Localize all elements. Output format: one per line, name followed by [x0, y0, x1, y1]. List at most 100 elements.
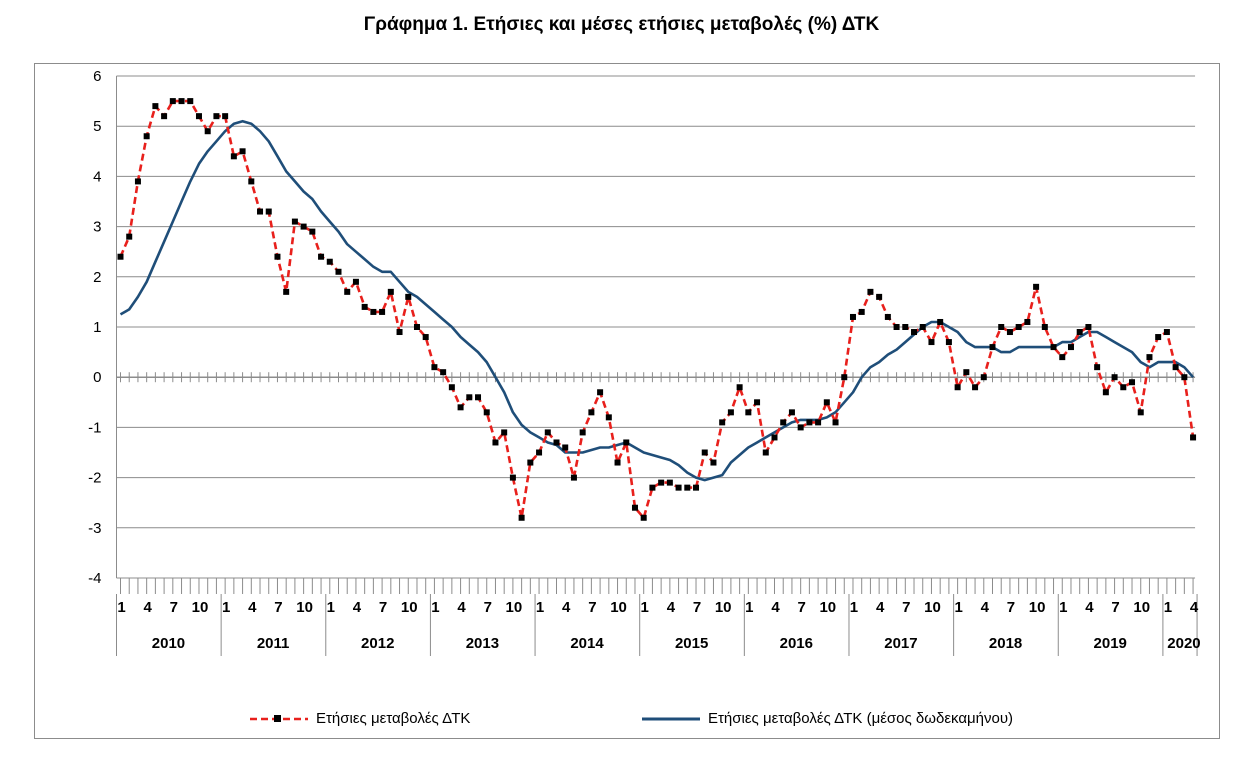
data-point-annual: [893, 324, 900, 330]
data-point-annual: [344, 288, 351, 295]
data-point-annual: [945, 339, 952, 346]
data-point-annual: [1033, 283, 1040, 290]
data-point-annual: [588, 409, 595, 416]
x-month-label: 1: [1059, 599, 1067, 616]
data-point-annual: [658, 479, 665, 486]
data-point-annual: [867, 288, 874, 295]
data-point-annual: [675, 484, 682, 491]
x-month-label: 7: [274, 599, 282, 616]
x-year-label: 2014: [570, 635, 604, 652]
data-point-annual: [649, 484, 656, 491]
data-point-annual: [413, 324, 420, 330]
data-point-annual: [1094, 364, 1101, 371]
y-tick-label: 3: [93, 219, 101, 236]
x-year-label: 2016: [780, 635, 813, 652]
data-point-annual: [815, 419, 822, 426]
legend-item-average: Ετήσιες μεταβολές ΔΤΚ (μέσος δωδεκαμήνου…: [640, 710, 1013, 727]
series-line-average: [119, 119, 1195, 482]
data-point-annual: [318, 253, 325, 260]
data-point-annual: [727, 409, 734, 416]
data-point-annual: [448, 384, 455, 391]
data-point-annual: [213, 113, 220, 120]
x-month-label: 7: [588, 599, 596, 616]
data-point-annual: [370, 308, 377, 315]
data-point-annual: [440, 369, 447, 376]
data-point-annual: [466, 394, 473, 401]
x-month-label: 10: [819, 599, 836, 616]
x-month-label: 7: [1007, 599, 1015, 616]
series-lines: [119, 99, 1195, 520]
data-point-annual: [771, 434, 778, 441]
data-point-annual: [876, 293, 883, 300]
data-point-annual: [143, 133, 150, 140]
data-point-annual: [1041, 324, 1048, 330]
data-point-annual: [1190, 434, 1197, 441]
data-point-annual: [291, 218, 298, 225]
data-point-annual: [1085, 324, 1092, 330]
data-point-annual: [1137, 409, 1144, 416]
x-month-label: 1: [1164, 599, 1172, 616]
x-month-label: 10: [1029, 599, 1046, 616]
data-point-annual: [605, 414, 612, 421]
y-tick-label: 1: [93, 319, 101, 336]
x-month-label: 7: [693, 599, 701, 616]
data-point-annual: [509, 474, 516, 481]
x-month-label: 10: [296, 599, 313, 616]
data-point-annual: [396, 329, 403, 336]
data-point-annual: [361, 303, 368, 310]
x-month-label: 4: [248, 599, 257, 616]
chart-title: Γράφημα 1. Ετήσιες και μέσες ετήσιες μετ…: [363, 14, 880, 35]
data-point-annual: [257, 208, 264, 215]
data-point-annual: [1181, 374, 1188, 381]
x-year-label: 2019: [1094, 635, 1127, 652]
x-year-label: 2011: [257, 635, 290, 652]
data-point-annual: [222, 113, 229, 120]
data-point-annual: [1006, 329, 1013, 336]
data-point-annual: [623, 439, 630, 446]
data-point-annual: [1102, 389, 1109, 396]
y-axis: 6 5 4 3 2 1 0 -1 -2 -3 -4: [88, 68, 117, 587]
x-month-label: 7: [484, 599, 492, 616]
data-point-annual: [719, 419, 726, 426]
x-year-label: 2017: [884, 635, 917, 652]
data-point-annual: [797, 424, 804, 431]
data-point-annual: [422, 334, 429, 341]
zero-axis: [116, 372, 1196, 383]
x-month-label: 10: [401, 599, 418, 616]
data-point-annual: [230, 153, 237, 160]
y-tick-label: 0: [93, 369, 101, 386]
data-point-annual: [710, 459, 717, 466]
data-point-annual: [1172, 364, 1179, 371]
data-point-annual: [483, 409, 490, 416]
series-line-annual: [119, 99, 1195, 520]
data-point-annual: [1155, 334, 1162, 341]
y-tick-label: -3: [88, 520, 101, 537]
chart-frame: [34, 63, 1220, 739]
x-month-label: 1: [850, 599, 858, 616]
data-point-annual: [204, 128, 211, 135]
data-point-annual: [631, 504, 638, 511]
x-month-label: 1: [222, 599, 230, 616]
data-point-annual: [762, 449, 769, 456]
data-point-annual: [187, 98, 194, 105]
x-month-label: 7: [379, 599, 387, 616]
data-point-annual: [1146, 354, 1153, 361]
data-point-annual: [335, 268, 342, 275]
data-point-annual: [579, 429, 586, 436]
data-point-annual: [248, 178, 255, 185]
data-point-annual: [736, 384, 743, 391]
data-point-annual: [919, 324, 926, 330]
data-point-annual: [309, 228, 316, 235]
data-point-annual: [1015, 324, 1022, 330]
data-point-annual: [745, 409, 752, 416]
data-point-annual: [980, 374, 987, 381]
data-point-annual: [518, 514, 525, 521]
data-point-annual: [457, 404, 464, 411]
data-point-annual: [239, 148, 246, 155]
series-markers: [117, 98, 1197, 521]
data-point-annual: [379, 308, 386, 315]
data-point-annual: [431, 364, 438, 371]
data-point-annual: [134, 178, 141, 185]
